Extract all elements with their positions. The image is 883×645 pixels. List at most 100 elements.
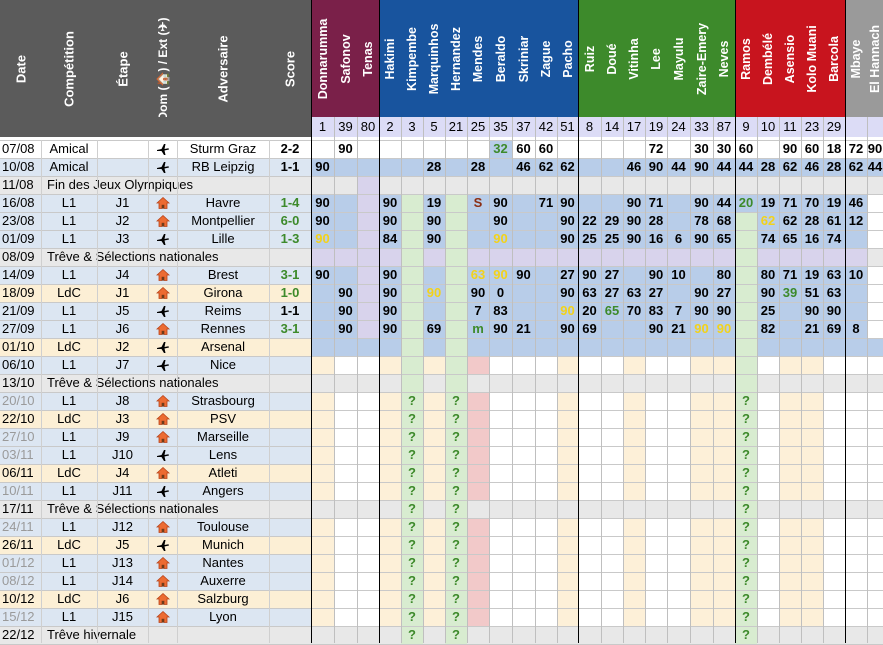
minutes-cell[interactable] [779,356,801,374]
minutes-cell[interactable]: ? [735,482,757,500]
minutes-cell[interactable] [779,554,801,572]
minutes-cell[interactable] [445,374,467,392]
minutes-cell[interactable] [379,464,401,482]
minutes-cell[interactable] [379,626,401,644]
minutes-cell[interactable]: 51 [801,284,823,302]
minutes-cell[interactable] [867,446,883,464]
minutes-cell[interactable]: 90 [379,284,401,302]
header-opponent[interactable]: Adversaire [177,0,269,137]
minutes-cell[interactable] [467,374,489,392]
minutes-cell[interactable] [779,626,801,644]
minutes-cell[interactable]: 63 [578,284,601,302]
table-row[interactable] [0,302,311,320]
minutes-cell[interactable] [845,176,867,194]
minutes-cell[interactable] [690,176,713,194]
minutes-cell[interactable]: 90 [713,302,735,320]
minutes-cell[interactable] [489,590,512,608]
minutes-cell[interactable] [578,356,601,374]
minutes-cell[interactable]: ? [445,626,467,644]
minutes-cell[interactable] [713,536,735,554]
minutes-cell[interactable] [578,590,601,608]
minutes-cell[interactable]: 46 [512,158,535,176]
minutes-cell[interactable] [423,446,445,464]
minutes-cell[interactable] [535,302,557,320]
minutes-cell[interactable] [713,572,735,590]
minutes-cell[interactable] [535,500,557,518]
minutes-cell[interactable] [667,590,690,608]
minutes-cell[interactable] [311,392,334,410]
table-row[interactable] [0,338,311,356]
minutes-cell[interactable] [467,410,489,428]
minutes-cell[interactable] [557,140,578,158]
minutes-cell[interactable] [357,302,379,320]
minutes-cell[interactable] [423,176,445,194]
minutes-cell[interactable] [311,320,334,338]
minutes-cell[interactable] [713,356,735,374]
minutes-cell[interactable] [713,338,735,356]
minutes-cell[interactable] [489,338,512,356]
minutes-cell[interactable] [601,464,623,482]
minutes-cell[interactable]: ? [735,554,757,572]
minutes-cell[interactable] [667,176,690,194]
minutes-cell[interactable] [467,176,489,194]
minutes-cell[interactable]: ? [735,392,757,410]
minutes-cell[interactable] [379,392,401,410]
minutes-cell[interactable] [867,626,883,644]
minutes-cell[interactable]: 62 [757,212,779,230]
minutes-cell[interactable]: 16 [801,230,823,248]
minutes-cell[interactable] [512,410,535,428]
minutes-cell[interactable] [867,302,883,320]
minutes-cell[interactable] [512,212,535,230]
minutes-cell[interactable]: 30 [713,140,735,158]
minutes-cell[interactable]: 21 [801,320,823,338]
minutes-cell[interactable] [601,248,623,266]
minutes-cell[interactable] [713,446,735,464]
minutes-cell[interactable] [623,392,645,410]
minutes-cell[interactable] [423,464,445,482]
minutes-cell[interactable] [667,194,690,212]
minutes-cell[interactable] [334,356,357,374]
minutes-cell[interactable] [867,500,883,518]
minutes-cell[interactable] [512,194,535,212]
minutes-cell[interactable] [512,302,535,320]
minutes-cell[interactable] [735,284,757,302]
minutes-cell[interactable]: 90 [557,302,578,320]
minutes-cell[interactable] [823,428,845,446]
minutes-cell[interactable] [690,536,713,554]
minutes-cell[interactable] [645,374,667,392]
minutes-cell[interactable] [557,500,578,518]
minutes-cell[interactable] [334,248,357,266]
minutes-cell[interactable] [357,554,379,572]
minutes-cell[interactable] [867,608,883,626]
minutes-cell[interactable] [334,518,357,536]
minutes-cell[interactable] [467,446,489,464]
minutes-cell[interactable] [557,482,578,500]
minutes-cell[interactable]: ? [401,428,423,446]
minutes-cell[interactable] [489,626,512,644]
player-header[interactable]: Dembélé [757,0,779,117]
minutes-cell[interactable] [690,518,713,536]
minutes-cell[interactable] [667,428,690,446]
player-header[interactable]: El Hannach [867,0,883,117]
minutes-cell[interactable] [867,590,883,608]
minutes-cell[interactable] [489,428,512,446]
minutes-cell[interactable]: 69 [423,320,445,338]
minutes-cell[interactable]: 27 [645,284,667,302]
minutes-cell[interactable] [423,482,445,500]
minutes-cell[interactable]: 90 [379,212,401,230]
minutes-cell[interactable] [379,356,401,374]
minutes-cell[interactable]: 25 [601,230,623,248]
minutes-cell[interactable] [578,518,601,536]
minutes-cell[interactable] [489,392,512,410]
minutes-cell[interactable] [535,248,557,266]
minutes-cell[interactable]: 90 [690,194,713,212]
minutes-cell[interactable]: 90 [379,302,401,320]
minutes-cell[interactable] [757,464,779,482]
minutes-cell[interactable] [423,590,445,608]
minutes-cell[interactable] [623,410,645,428]
minutes-cell[interactable] [713,392,735,410]
minutes-cell[interactable] [578,608,601,626]
minutes-cell[interactable] [311,302,334,320]
player-header[interactable]: Zague [535,0,557,117]
minutes-cell[interactable] [557,590,578,608]
